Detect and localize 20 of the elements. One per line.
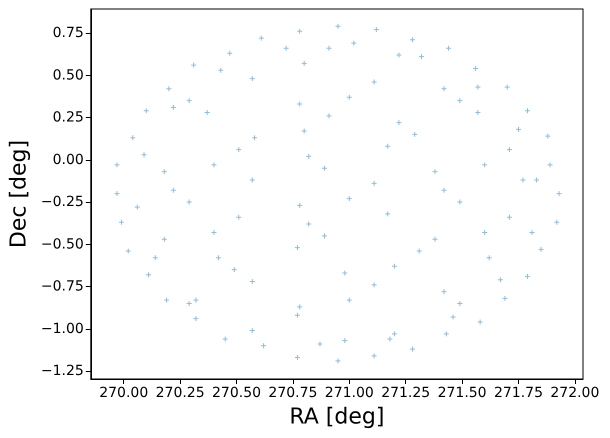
y-tick-label: −0.75 bbox=[40, 278, 84, 295]
y-tick-label: −0.25 bbox=[40, 194, 84, 210]
x-tick-label: 271.25 bbox=[381, 385, 430, 401]
y-tick-label: 0.50 bbox=[52, 67, 84, 84]
x-tick-label: 271.75 bbox=[494, 385, 543, 401]
x-tick-label: 271.00 bbox=[324, 385, 374, 401]
y-tick-label: −1.00 bbox=[40, 320, 84, 337]
y-tick-label: 0.00 bbox=[52, 152, 84, 168]
x-tick-label: 270.50 bbox=[212, 385, 262, 401]
y-axis-title: Dec [deg] bbox=[6, 140, 32, 248]
y-tick-label: 0.25 bbox=[52, 110, 84, 126]
x-tick-label: 272.00 bbox=[550, 385, 600, 401]
y-tick-label: −0.50 bbox=[40, 236, 84, 252]
y-tick-label: 0.75 bbox=[52, 25, 84, 41]
x-tick-label: 270.25 bbox=[156, 385, 205, 401]
x-tick-label: 270.75 bbox=[268, 385, 318, 401]
x-tick-label: 271.50 bbox=[438, 385, 487, 401]
y-tick-label: −1.25 bbox=[40, 363, 84, 380]
x-tick-label: 270.00 bbox=[99, 385, 148, 401]
x-axis-title: RA [deg] bbox=[289, 404, 384, 430]
